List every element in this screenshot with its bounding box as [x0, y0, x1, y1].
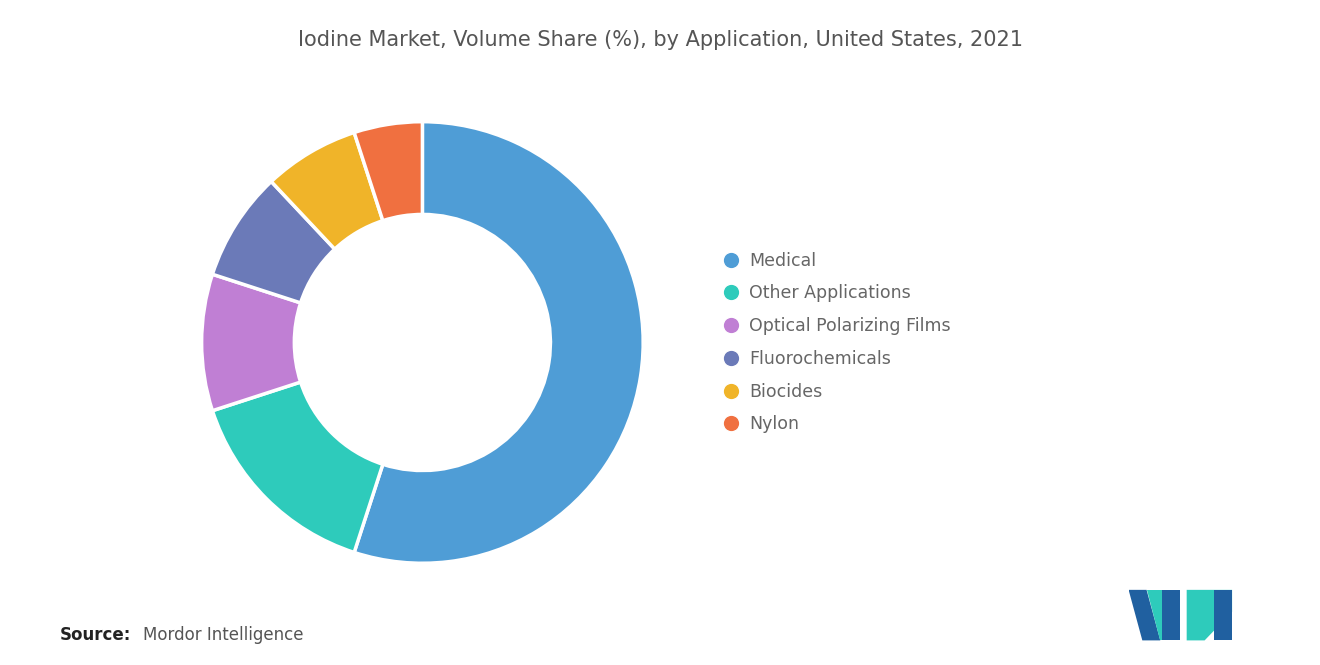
- Wedge shape: [213, 382, 383, 553]
- Wedge shape: [354, 122, 643, 563]
- Text: Source:: Source:: [59, 626, 131, 644]
- Polygon shape: [1147, 590, 1163, 640]
- Polygon shape: [1187, 590, 1205, 640]
- Polygon shape: [1163, 590, 1180, 640]
- Wedge shape: [213, 182, 335, 303]
- Wedge shape: [354, 122, 422, 221]
- Text: Iodine Market, Volume Share (%), by Application, United States, 2021: Iodine Market, Volume Share (%), by Appl…: [297, 30, 1023, 50]
- Polygon shape: [1129, 590, 1160, 640]
- Wedge shape: [272, 132, 383, 249]
- Legend: Medical, Other Applications, Optical Polarizing Films, Fluorochemicals, Biocides: Medical, Other Applications, Optical Pol…: [718, 243, 960, 442]
- Polygon shape: [1214, 590, 1232, 640]
- Text: Mordor Intelligence: Mordor Intelligence: [143, 626, 304, 644]
- Polygon shape: [1187, 590, 1232, 640]
- Wedge shape: [202, 274, 301, 411]
